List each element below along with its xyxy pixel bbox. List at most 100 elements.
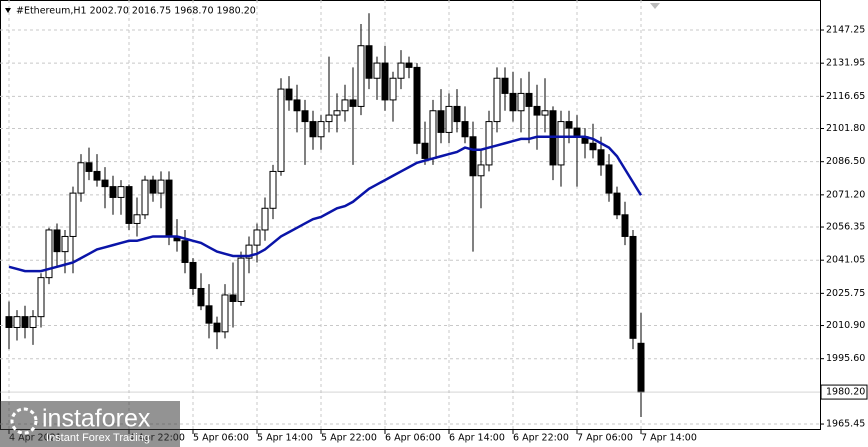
- y-tick-label: 2116.65: [826, 91, 865, 102]
- candle-body: [21, 316, 29, 328]
- candle-body: [197, 287, 205, 307]
- candle-body: [37, 277, 45, 318]
- y-tick-label: 2086.50: [826, 156, 865, 167]
- candle-body: [245, 244, 253, 259]
- candle-body: [405, 62, 413, 68]
- candle-body: [333, 110, 341, 116]
- candle-body: [77, 162, 85, 194]
- candle-body: [125, 186, 133, 224]
- candle-body: [349, 99, 357, 107]
- chart-title: #Ethereum,H1 2002.70 2016.75 1968.70 198…: [16, 6, 256, 17]
- candle-body: [109, 186, 117, 198]
- x-tick-label: 6 Apr 22:00: [513, 433, 569, 444]
- candle-body: [565, 121, 573, 129]
- candle-body: [485, 121, 493, 166]
- candle-body: [133, 214, 141, 224]
- y-tick-label: 2101.80: [826, 123, 865, 134]
- candle-body: [605, 164, 613, 194]
- candle-body: [509, 92, 517, 112]
- x-tick-label: 5 Apr 06:00: [193, 433, 249, 444]
- candle-body: [117, 186, 125, 198]
- x-tick-label: 7 Apr 06:00: [577, 433, 633, 444]
- candle-body: [421, 142, 429, 159]
- candle-body: [237, 257, 245, 302]
- candle-body: [293, 99, 301, 112]
- candle-body: [261, 207, 269, 231]
- candle-body: [525, 92, 533, 107]
- candle-body: [517, 92, 525, 112]
- candle-body: [365, 45, 373, 79]
- candle-body: [373, 62, 381, 79]
- candle-body: [253, 229, 261, 246]
- candle-body: [613, 192, 621, 216]
- candle-body: [165, 179, 173, 237]
- candle-body: [389, 77, 397, 101]
- x-tick-label: 5 Apr 14:00: [257, 433, 313, 444]
- candle-body: [85, 162, 93, 172]
- watermark-bg: [0, 401, 180, 447]
- candle-body: [397, 62, 405, 79]
- candle-body: [429, 110, 437, 159]
- y-tick-label: 2056.35: [826, 222, 865, 233]
- candle-body: [61, 235, 69, 253]
- candle-body: [461, 121, 469, 138]
- candle-body: [205, 305, 213, 324]
- current-price-box: [820, 384, 868, 400]
- y-tick-label: 1995.60: [826, 353, 865, 364]
- candle-body: [309, 121, 317, 138]
- candle-body: [157, 179, 165, 194]
- current-price-label: 1980.20: [826, 387, 865, 398]
- candle-body: [301, 110, 309, 123]
- candle-body: [437, 110, 445, 133]
- moving-average: [8, 135, 643, 273]
- watermark-tagline: Instant Forex Trading: [46, 432, 150, 444]
- candle-body: [53, 229, 61, 253]
- candle-body: [221, 294, 229, 333]
- candle-body: [637, 342, 645, 393]
- x-tick-label: 6 Apr 14:00: [449, 433, 505, 444]
- candle-body: [413, 66, 421, 144]
- candle-body: [141, 179, 149, 216]
- candle-body: [501, 77, 509, 94]
- candle-body: [93, 170, 101, 181]
- watermark-icon: [10, 407, 38, 435]
- y-tick-label: 2147.25: [826, 25, 865, 36]
- candle-body: [69, 192, 77, 237]
- candle-body: [453, 105, 461, 123]
- candle-body: [557, 121, 565, 166]
- candle-body: [181, 240, 189, 263]
- candle-body: [45, 229, 53, 279]
- watermark-name: instaforex: [42, 405, 151, 433]
- candle-body: [477, 164, 485, 177]
- candle-body: [13, 316, 21, 328]
- watermark: instaforex Instant Forex Trading: [0, 401, 180, 447]
- candle-body: [189, 261, 197, 289]
- title-marker: [5, 8, 11, 13]
- candle-body: [573, 127, 581, 138]
- candle-body: [325, 114, 333, 123]
- candle-body: [357, 45, 365, 107]
- candle-body: [341, 99, 349, 112]
- candle-body: [285, 88, 293, 101]
- candle-body: [277, 88, 285, 172]
- candle-body: [229, 294, 237, 302]
- candle-body: [269, 170, 277, 209]
- candle-body: [101, 179, 109, 188]
- candle-body: [445, 105, 453, 133]
- candle-body: [213, 322, 221, 333]
- x-tick-label: 6 Apr 06:00: [385, 433, 441, 444]
- candle-body: [621, 214, 629, 237]
- y-tick-label: 2131.95: [826, 58, 865, 69]
- y-tick-label: 1965.45: [826, 419, 865, 430]
- candle-body: [493, 77, 501, 123]
- y-tick-label: 2025.75: [826, 288, 865, 299]
- candle-body: [381, 62, 389, 101]
- y-tick-label: 2041.05: [826, 255, 865, 266]
- shift-marker: [650, 3, 660, 9]
- candle-body: [589, 142, 597, 151]
- candle-body: [629, 235, 637, 339]
- candle-body: [469, 136, 477, 177]
- x-tick-label: 5 Apr 22:00: [321, 433, 377, 444]
- y-tick-label: 2010.90: [826, 320, 865, 331]
